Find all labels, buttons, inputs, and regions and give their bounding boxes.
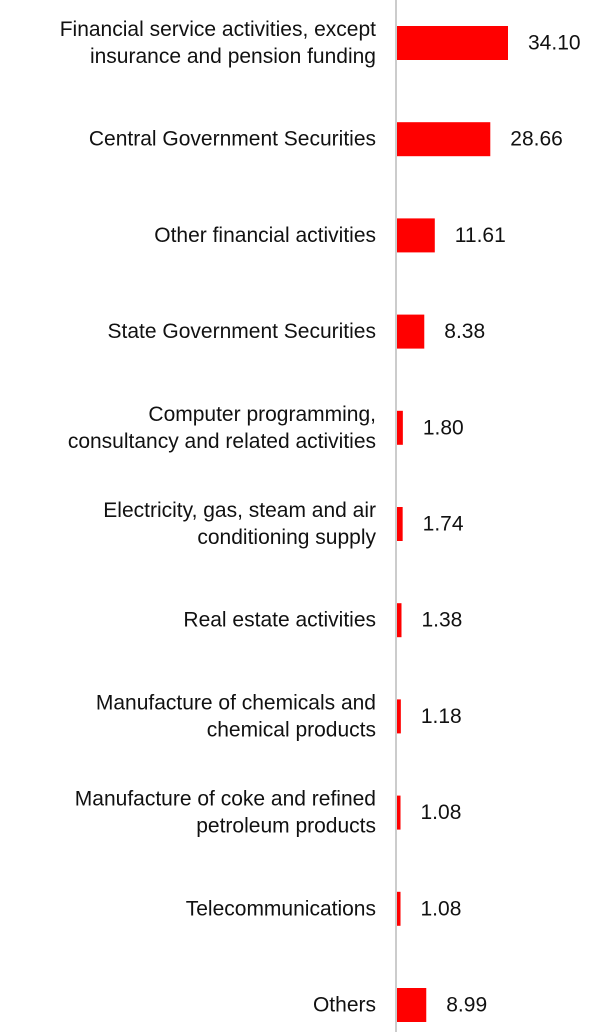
category-label-line: Manufacture of chemicals and: [96, 691, 376, 714]
category-label-9: Manufacture of coke and refined petroleum…: [75, 788, 376, 838]
value-label-8: 1.18: [421, 705, 462, 728]
value-label-6: 1.74: [423, 513, 464, 536]
category-label-line: Central Government Securities: [89, 128, 376, 151]
category-label-1: Financial service activities, except insu…: [60, 18, 376, 68]
category-label-line: chemical products: [207, 718, 376, 741]
category-label-line: insurance and pension funding: [90, 45, 376, 68]
value-label-4: 8.38: [444, 320, 485, 343]
bar-4: [397, 314, 425, 349]
bar-7: [397, 603, 402, 638]
category-label-line: Other financial activities: [154, 224, 376, 247]
category-label-7: Real estate activities: [183, 609, 376, 632]
bar-3: [397, 218, 435, 253]
category-label-line: conditioning supply: [197, 526, 376, 549]
category-label-line: Computer programming,: [148, 403, 376, 426]
category-label-line: Telecommunications: [186, 897, 376, 920]
category-label-4: State Government Securities: [108, 320, 376, 343]
category-label-line: petroleum products: [196, 815, 376, 838]
category-label-line: Others: [313, 994, 376, 1017]
category-label-line: Real estate activities: [183, 609, 376, 632]
bar-2: [397, 122, 491, 157]
value-label-5: 1.80: [423, 416, 464, 439]
bar-9: [397, 795, 401, 830]
value-label-9: 1.08: [421, 801, 462, 824]
value-label-7: 1.38: [421, 609, 462, 632]
bar-11: [397, 988, 427, 1022]
category-label-11: Others: [313, 994, 376, 1017]
category-label-line: State Government Securities: [108, 320, 376, 343]
category-label-5: Computer programming, consultancy and rel…: [68, 403, 376, 453]
category-label-2: Central Government Securities: [89, 128, 376, 151]
labels-layer: 34.10 Financial service activities, excep…: [60, 18, 581, 1017]
bars-layer: [397, 26, 508, 1022]
bar-5: [397, 410, 403, 445]
bar-1: [397, 26, 508, 60]
bar-8: [397, 699, 401, 734]
value-label-11: 8.99: [446, 994, 487, 1017]
value-label-10: 1.08: [421, 897, 462, 920]
category-label-line: Manufacture of coke and refined: [75, 788, 376, 811]
value-label-3: 11.61: [455, 224, 506, 247]
category-label-line: consultancy and related activities: [68, 430, 376, 453]
category-label-3: Other financial activities: [154, 224, 376, 247]
value-label-2: 28.66: [510, 128, 563, 151]
category-label-8: Manufacture of chemicals and chemical pro…: [96, 691, 376, 741]
category-label-line: Electricity, gas, steam and air: [103, 499, 376, 522]
category-label-line: Financial service activities, except: [60, 18, 376, 41]
bar-6: [397, 507, 403, 541]
category-label-10: Telecommunications: [186, 897, 376, 920]
category-label-6: Electricity, gas, steam and air condition…: [103, 499, 376, 549]
bar-10: [397, 891, 401, 926]
value-label-1: 34.10: [528, 32, 581, 55]
